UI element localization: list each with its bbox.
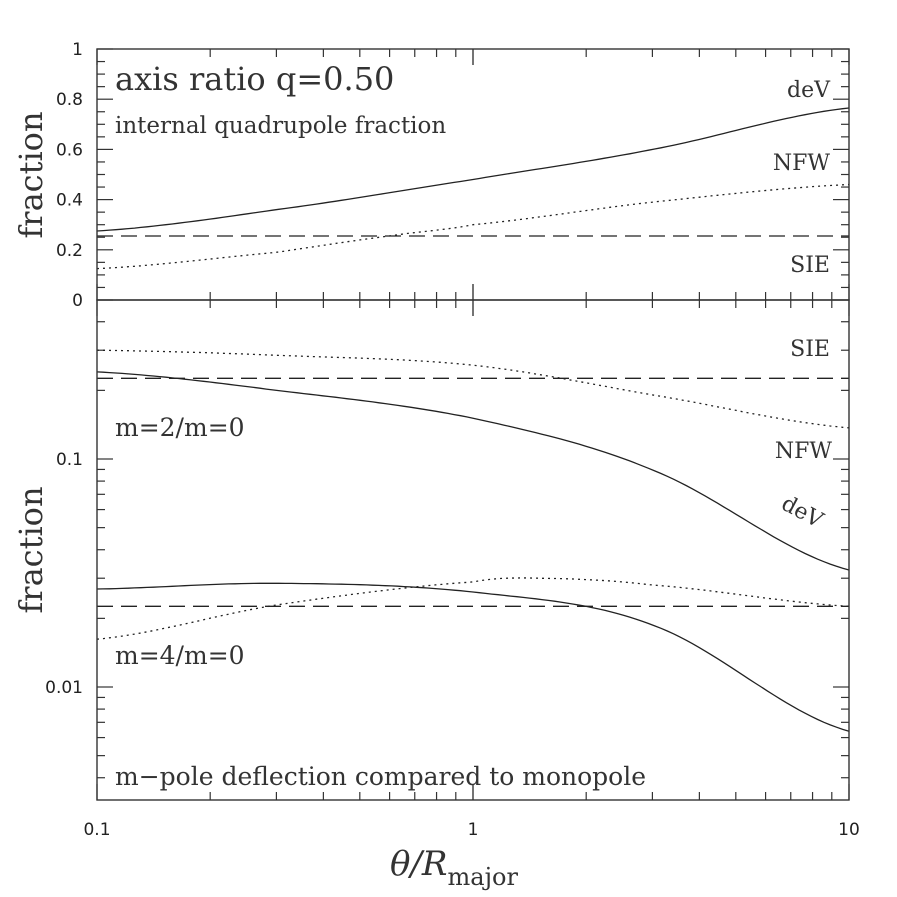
top-title: axis ratio q=0.50 <box>115 60 394 98</box>
y-tick-label: 0.8 <box>56 90 83 110</box>
bottom-curve-m2m0-dev <box>96 371 850 571</box>
bottom-label-dev: deV <box>777 491 828 534</box>
y-tick-label: 0.6 <box>56 140 83 160</box>
y-tick-label: 0.1 <box>56 450 83 470</box>
bottom-curve-m2m0-nfw <box>96 349 850 429</box>
x-axis-label-sub: major <box>448 863 519 891</box>
y-tick-label: 1 <box>72 40 83 60</box>
x-tick-label: 1 <box>468 820 479 840</box>
top-y-axis-label: fraction <box>12 111 50 238</box>
bottom-curve-m4m0-nfw <box>96 577 850 640</box>
m2-annotation: m=2/m=0 <box>115 413 245 442</box>
top-label-nfw: NFW <box>773 151 831 176</box>
top-label-dev: deV <box>787 78 831 103</box>
bottom-label-sie: SIE <box>790 337 830 362</box>
y-tick-label: 0.01 <box>45 678 83 698</box>
bottom-y-axis-label: fraction <box>12 486 50 613</box>
bottom-curve-m4m0-dev <box>96 582 850 732</box>
x-tick-label: 0.1 <box>83 820 110 840</box>
y-tick-label: 0 <box>72 291 83 311</box>
bottom-label-nfw: NFW <box>775 439 833 464</box>
y-tick-label: 0.4 <box>56 191 83 211</box>
footer-annotation: m−pole deflection compared to monopole <box>115 762 646 791</box>
x-axis-label: θ/Rmajor <box>390 844 518 891</box>
x-axis-label-main: θ/R <box>390 844 448 884</box>
bottom-panel-frame <box>96 299 850 801</box>
top-label-sie: SIE <box>790 253 830 278</box>
top-curve-nfw <box>96 183 850 270</box>
m4-annotation: m=4/m=0 <box>115 641 245 670</box>
top-curve-dev <box>96 107 850 232</box>
y-tick-label: 0.2 <box>56 241 83 261</box>
x-tick-label: 10 <box>838 820 860 840</box>
top-subtitle: internal quadrupole fraction <box>115 113 446 139</box>
